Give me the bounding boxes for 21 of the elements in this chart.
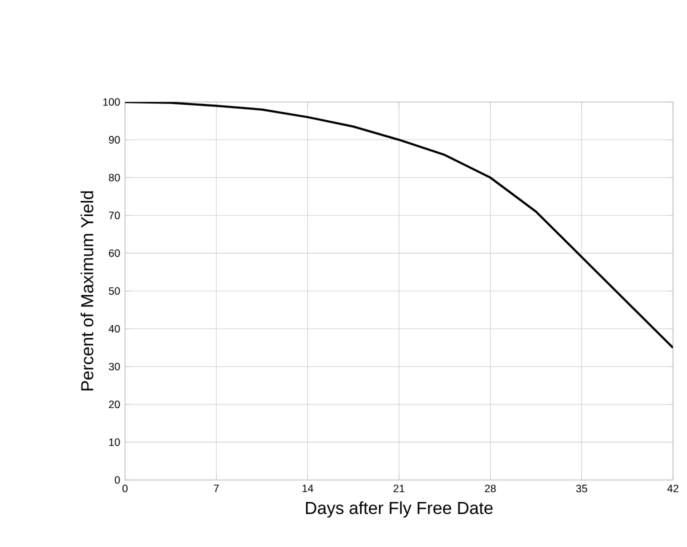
y-tick-label: 10 <box>109 438 120 446</box>
y-tick-label: 90 <box>108 136 120 144</box>
x-tick-label: 21 <box>394 484 404 492</box>
y-tick-label: 30 <box>108 362 120 370</box>
x-tick-label: 14 <box>302 484 314 492</box>
x-tick-label: 0 <box>122 484 128 492</box>
x-tick-label: 42 <box>667 484 678 492</box>
y-tick-label: 80 <box>108 174 120 182</box>
y-tick-label: 50 <box>108 287 120 295</box>
y-tick-label: 40 <box>108 325 120 333</box>
x-tick-label: 7 <box>214 484 219 492</box>
x-tick-label: 28 <box>484 484 496 492</box>
y-axis-title: Percent of Maximum Yield <box>80 191 94 390</box>
y-tick-label: 60 <box>108 249 120 257</box>
x-axis-title: Days after Fly Free Date <box>306 501 493 518</box>
x-tick-label: 35 <box>576 484 588 492</box>
y-tick-label: 0 <box>114 476 120 484</box>
y-tick-label: 20 <box>108 400 120 408</box>
y-tick-label: 70 <box>108 212 120 220</box>
y-tick-label: 100 <box>103 98 120 106</box>
line-series <box>125 102 673 349</box>
